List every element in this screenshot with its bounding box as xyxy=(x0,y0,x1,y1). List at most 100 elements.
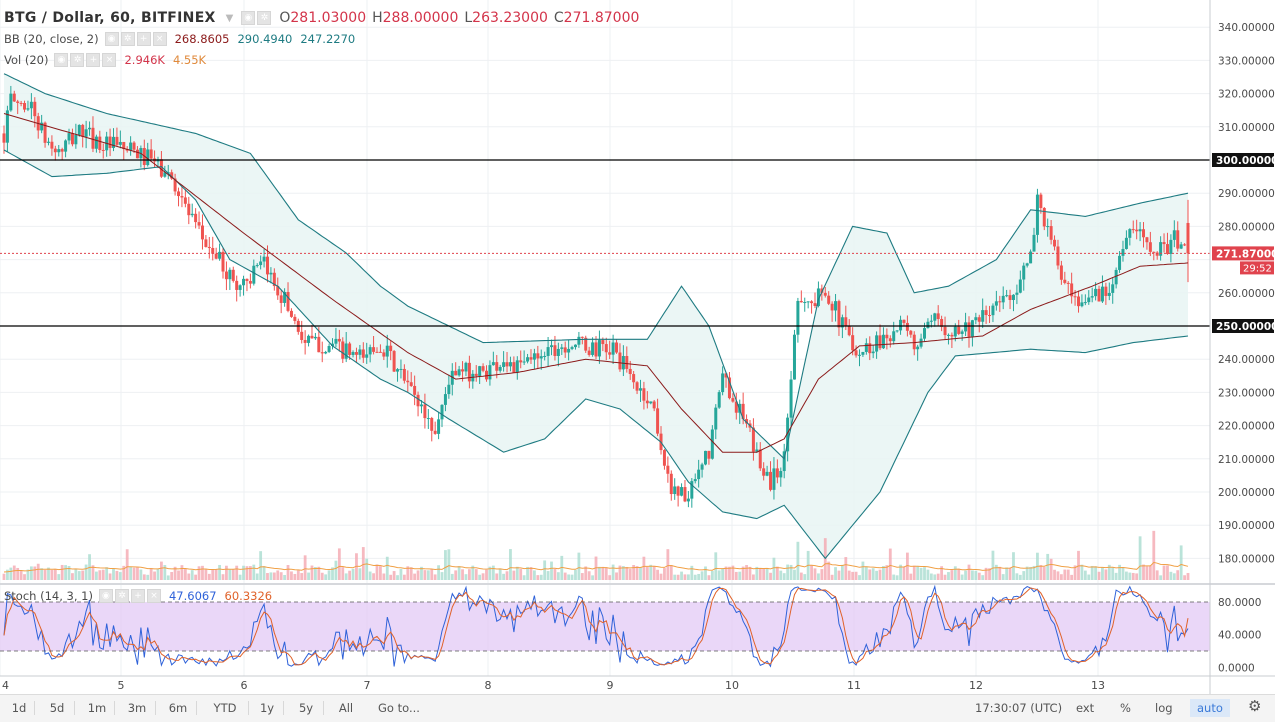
candle[interactable] xyxy=(929,314,933,328)
candle[interactable] xyxy=(724,372,728,388)
candle[interactable] xyxy=(118,130,122,149)
candle[interactable] xyxy=(1029,249,1033,264)
candle[interactable] xyxy=(988,305,992,323)
candle[interactable] xyxy=(638,379,642,402)
candle[interactable] xyxy=(1124,230,1128,250)
candle[interactable] xyxy=(676,485,680,507)
candle[interactable] xyxy=(1121,240,1125,262)
timeframe-5d[interactable]: 5d xyxy=(49,701,65,715)
candle[interactable] xyxy=(146,142,150,167)
candle[interactable] xyxy=(12,90,16,102)
candle[interactable] xyxy=(1049,219,1053,245)
candle[interactable] xyxy=(235,275,239,302)
candle[interactable] xyxy=(1035,188,1039,243)
candle[interactable] xyxy=(957,319,961,336)
candle[interactable] xyxy=(300,320,304,344)
candle[interactable] xyxy=(560,343,564,355)
candle[interactable] xyxy=(751,418,755,461)
candle[interactable] xyxy=(419,400,423,414)
candle[interactable] xyxy=(112,128,116,152)
candle[interactable] xyxy=(320,341,324,363)
candle[interactable] xyxy=(827,291,831,306)
candle[interactable] xyxy=(1083,294,1087,306)
candle[interactable] xyxy=(1015,284,1019,305)
candle[interactable] xyxy=(478,365,482,385)
candle[interactable] xyxy=(433,421,437,435)
candle[interactable] xyxy=(115,127,119,146)
candle[interactable] xyxy=(81,123,85,148)
candle[interactable] xyxy=(567,339,571,361)
candles[interactable] xyxy=(2,85,1190,508)
candle[interactable] xyxy=(933,312,937,327)
candle[interactable] xyxy=(587,346,591,357)
candle[interactable] xyxy=(707,450,711,465)
candle[interactable] xyxy=(1076,290,1080,313)
candle[interactable] xyxy=(238,284,242,297)
candle[interactable] xyxy=(447,374,451,399)
candle[interactable] xyxy=(231,266,235,283)
candle[interactable] xyxy=(5,105,9,152)
candle[interactable] xyxy=(1107,282,1111,301)
timeframe-5y[interactable]: 5y xyxy=(298,701,314,715)
candle[interactable] xyxy=(1001,286,1005,310)
candle[interactable] xyxy=(1142,222,1146,248)
candle[interactable] xyxy=(704,450,708,466)
candle[interactable] xyxy=(926,318,930,329)
candle[interactable] xyxy=(649,401,653,405)
candle[interactable] xyxy=(372,336,376,355)
timeframe-ytd[interactable]: YTD xyxy=(213,701,237,715)
candle[interactable] xyxy=(697,459,701,488)
candle[interactable] xyxy=(515,356,519,380)
candle[interactable] xyxy=(666,456,670,483)
candle[interactable] xyxy=(194,208,198,229)
candle[interactable] xyxy=(341,337,345,364)
candle[interactable] xyxy=(46,137,50,146)
candle[interactable] xyxy=(529,349,533,364)
candle[interactable] xyxy=(358,344,362,360)
candle[interactable] xyxy=(536,345,540,370)
candle[interactable] xyxy=(159,151,163,179)
candle[interactable] xyxy=(303,330,307,355)
candle[interactable] xyxy=(101,143,105,159)
candle[interactable] xyxy=(1111,277,1115,304)
eye-icon[interactable]: ◉ xyxy=(54,53,69,67)
candle[interactable] xyxy=(652,399,656,412)
candle[interactable] xyxy=(437,411,441,440)
candle[interactable] xyxy=(1039,192,1043,214)
candle[interactable] xyxy=(1183,243,1187,247)
candle[interactable] xyxy=(1135,219,1139,240)
candle[interactable] xyxy=(940,315,944,332)
candle[interactable] xyxy=(423,393,427,429)
candle[interactable] xyxy=(642,381,646,410)
candle[interactable] xyxy=(1070,272,1074,304)
candle[interactable] xyxy=(505,351,509,373)
candle[interactable] xyxy=(813,292,817,309)
candle[interactable] xyxy=(837,299,841,336)
candle[interactable] xyxy=(224,261,228,291)
chart-canvas[interactable]: 340.00000 330.00000 320.00000 310.00000 290.… xyxy=(0,0,1275,694)
candle[interactable] xyxy=(276,277,280,300)
candle[interactable] xyxy=(1042,207,1046,231)
candle[interactable] xyxy=(532,348,536,370)
candle[interactable] xyxy=(936,305,940,326)
candle[interactable] xyxy=(1104,282,1108,305)
candle[interactable] xyxy=(94,134,98,153)
candle[interactable] xyxy=(984,305,988,324)
candle[interactable] xyxy=(409,372,413,388)
candle[interactable] xyxy=(375,347,379,353)
candle[interactable] xyxy=(464,361,468,377)
candle[interactable] xyxy=(60,147,64,160)
candle[interactable] xyxy=(1032,227,1036,252)
candle[interactable] xyxy=(772,457,776,500)
candle[interactable] xyxy=(1118,251,1122,273)
candle[interactable] xyxy=(204,235,208,248)
candle[interactable] xyxy=(406,370,410,392)
candle[interactable] xyxy=(970,319,974,347)
candle[interactable] xyxy=(964,312,968,336)
candle[interactable] xyxy=(981,298,985,329)
candle[interactable] xyxy=(758,442,762,471)
candle[interactable] xyxy=(57,145,61,157)
candle[interactable] xyxy=(1128,228,1132,246)
candle[interactable] xyxy=(84,120,88,149)
candle[interactable] xyxy=(416,391,420,417)
